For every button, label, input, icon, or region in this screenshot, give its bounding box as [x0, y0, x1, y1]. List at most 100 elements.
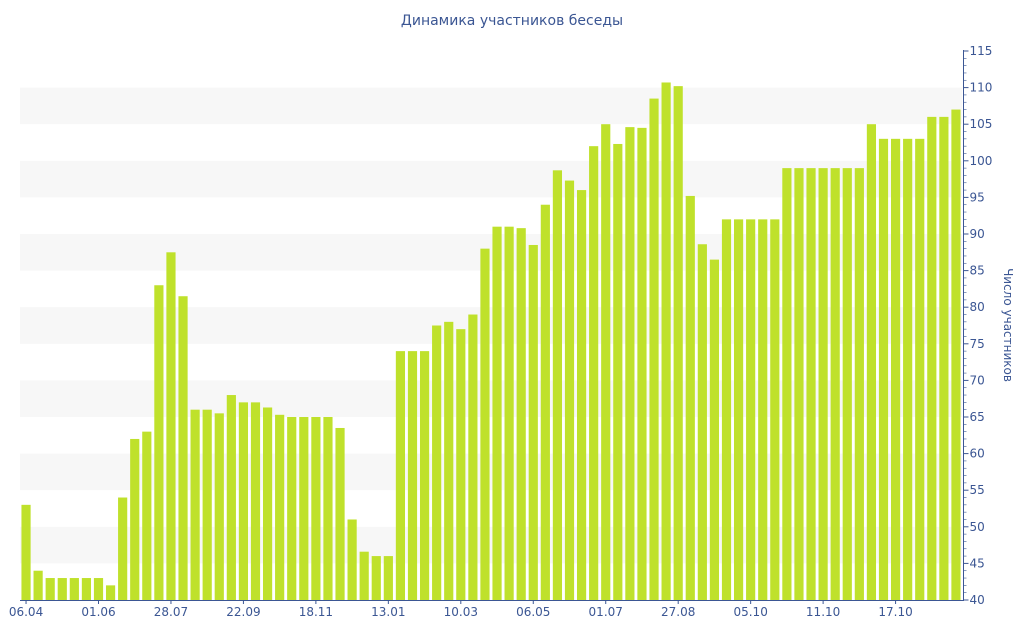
bar[interactable]: [395, 351, 406, 600]
bar[interactable]: [166, 252, 176, 601]
y-tick-label: 95: [970, 190, 985, 204]
bar[interactable]: [818, 168, 828, 600]
bar[interactable]: [589, 146, 599, 600]
bar[interactable]: [347, 519, 357, 600]
bar[interactable]: [504, 226, 514, 600]
x-tick-label: 01.07: [589, 605, 623, 619]
bar[interactable]: [866, 124, 877, 600]
x-tick-label: 06.04: [9, 605, 43, 619]
bar[interactable]: [371, 556, 381, 600]
bar[interactable]: [758, 219, 768, 601]
bar[interactable]: [105, 585, 116, 600]
bar[interactable]: [613, 143, 623, 601]
bar[interactable]: [854, 168, 864, 600]
bar[interactable]: [830, 168, 840, 600]
grid-band: [20, 453, 962, 491]
bar[interactable]: [890, 138, 901, 600]
bar[interactable]: [93, 578, 104, 600]
bar[interactable]: [250, 402, 261, 600]
y-axis: 40 45 50 55 60 65 70 75 80 85 90 95 100 105 110 115: [963, 44, 993, 607]
bar[interactable]: [951, 109, 961, 600]
bar[interactable]: [528, 244, 538, 601]
bar[interactable]: [444, 321, 454, 600]
bar[interactable]: [383, 556, 393, 600]
bar[interactable]: [637, 127, 647, 601]
y-tick-label: 60: [970, 447, 985, 461]
bar[interactable]: [202, 409, 212, 600]
bar[interactable]: [190, 409, 200, 600]
bar[interactable]: [468, 314, 478, 600]
bar[interactable]: [311, 417, 321, 600]
bar[interactable]: [649, 98, 659, 600]
bar[interactable]: [154, 285, 164, 600]
bar[interactable]: [419, 351, 430, 600]
y-tick-label: 85: [970, 264, 985, 278]
bar[interactable]: [721, 219, 732, 601]
bar[interactable]: [81, 578, 92, 600]
bar[interactable]: [57, 578, 67, 600]
y-tick-label: 105: [970, 117, 993, 131]
bar[interactable]: [842, 168, 852, 600]
bar[interactable]: [806, 168, 816, 600]
bar[interactable]: [226, 395, 236, 600]
y-tick-label: 50: [970, 520, 985, 534]
grid-band: [20, 234, 962, 271]
bar[interactable]: [927, 116, 937, 600]
bar[interactable]: [552, 170, 563, 601]
bar[interactable]: [673, 86, 683, 601]
bar[interactable]: [516, 228, 526, 601]
grid-bands: [20, 87, 962, 564]
bar[interactable]: [540, 204, 550, 600]
x-tick-label: 28.07: [154, 605, 188, 619]
bar[interactable]: [576, 190, 587, 600]
grid-band: [20, 87, 962, 125]
bar[interactable]: [903, 138, 913, 600]
bar[interactable]: [685, 195, 695, 600]
x-tick-label: 13.01: [371, 605, 405, 619]
bar[interactable]: [45, 578, 55, 600]
grid-band: [20, 307, 962, 344]
bar[interactable]: [359, 551, 369, 600]
bar[interactable]: [939, 116, 949, 600]
bar[interactable]: [697, 244, 707, 601]
bar[interactable]: [480, 248, 490, 600]
y-tick-label: 65: [970, 410, 985, 424]
bar[interactable]: [275, 414, 285, 600]
bar[interactable]: [878, 138, 889, 600]
bar[interactable]: [432, 325, 442, 601]
bar[interactable]: [456, 329, 466, 600]
bar[interactable]: [130, 438, 140, 600]
bar[interactable]: [69, 578, 79, 600]
bar[interactable]: [262, 407, 273, 600]
bar[interactable]: [733, 219, 744, 601]
bar[interactable]: [323, 417, 333, 600]
y-tick-label: 75: [970, 337, 985, 351]
bar[interactable]: [335, 427, 345, 600]
bar[interactable]: [214, 413, 224, 600]
bar[interactable]: [287, 417, 297, 600]
y-tick-label: 70: [970, 373, 985, 387]
y-tick-label: 90: [970, 227, 985, 241]
bar[interactable]: [746, 219, 756, 601]
bar[interactable]: [142, 431, 152, 600]
bar[interactable]: [407, 351, 418, 600]
bar[interactable]: [915, 138, 925, 600]
bar[interactable]: [794, 168, 804, 600]
bar[interactable]: [238, 402, 249, 600]
bar[interactable]: [601, 124, 611, 600]
bar[interactable]: [770, 219, 780, 601]
x-axis: 06.04 01.06 28.07 22.09 18.11 13.01 10.03 06.05…: [9, 600, 964, 619]
bar[interactable]: [118, 497, 128, 600]
bar[interactable]: [564, 180, 575, 600]
bar[interactable]: [178, 296, 188, 600]
bar[interactable]: [299, 417, 309, 600]
bar[interactable]: [33, 570, 43, 600]
bar[interactable]: [661, 82, 671, 600]
y-tick-label: 45: [970, 556, 985, 570]
bar[interactable]: [21, 504, 31, 600]
y-axis-label: Число участников: [1001, 268, 1015, 382]
bar[interactable]: [625, 127, 635, 601]
bar[interactable]: [709, 259, 720, 600]
bar[interactable]: [492, 226, 502, 600]
bar[interactable]: [782, 168, 792, 600]
